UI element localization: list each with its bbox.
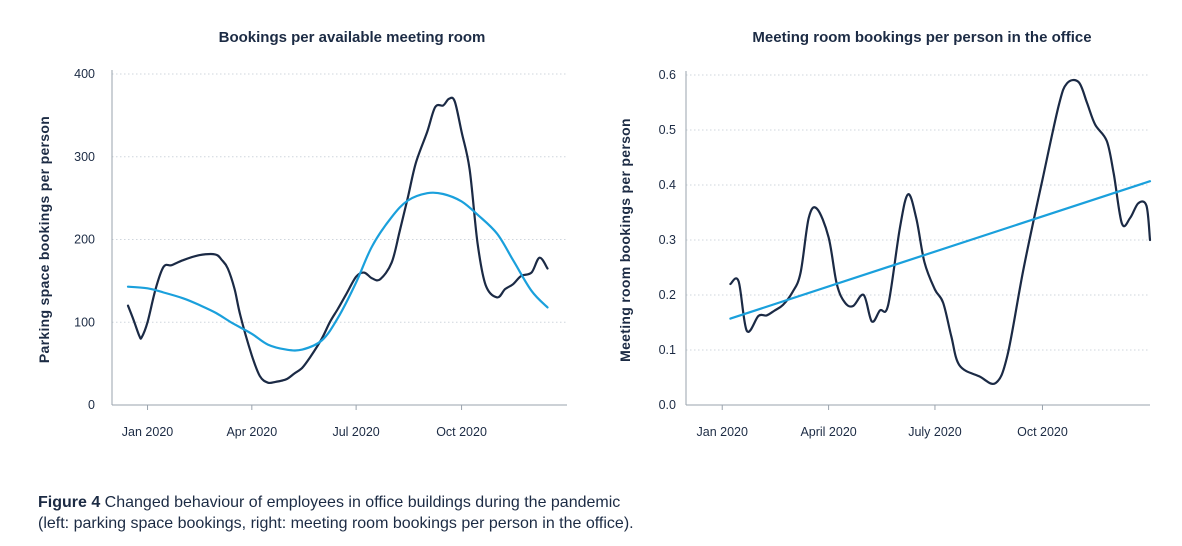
x-tick-label: July 2020 xyxy=(908,425,962,439)
x-tick-label: Oct 2020 xyxy=(436,425,487,439)
x-tick-label: Apr 2020 xyxy=(226,425,277,439)
y-axis-label: Parking space bookings per person xyxy=(36,116,52,363)
x-tick-label: Oct 2020 xyxy=(1017,425,1068,439)
y-tick-label: 0.6 xyxy=(659,68,676,82)
y-tick-label: 0.5 xyxy=(659,123,676,137)
y-tick-label: 0.2 xyxy=(659,288,676,302)
y-tick-label: 0.3 xyxy=(659,233,676,247)
caption-line-2: (left: parking space bookings, right: me… xyxy=(38,515,634,532)
x-tick-label: Jan 2020 xyxy=(697,425,748,439)
series-line-dark xyxy=(126,96,549,385)
x-tick-label: Jul 2020 xyxy=(332,425,379,439)
y-tick-label: 0 xyxy=(88,398,95,412)
y-tick-label: 200 xyxy=(74,233,95,247)
y-tick-label: 0.1 xyxy=(659,343,676,357)
chart-left: Bookings per available meeting room Parki… xyxy=(36,29,567,439)
y-tick-label: 300 xyxy=(74,150,95,164)
series-line-light xyxy=(729,180,1152,320)
y-tick-label: 0.4 xyxy=(659,178,676,192)
series-line-light xyxy=(126,191,549,352)
figure-caption: Figure 4 Changed behaviour of employees … xyxy=(38,492,1138,534)
caption-line-1: Changed behaviour of employees in office… xyxy=(100,494,621,511)
series-line-dark xyxy=(729,78,1152,385)
chart-right: Meeting room bookings per person in the … xyxy=(617,29,1152,439)
y-axis-label: Meeting room bookings per person xyxy=(617,118,633,362)
x-tick-label: April 2020 xyxy=(800,425,856,439)
chart-title: Bookings per available meeting room xyxy=(219,29,486,46)
y-tick-label: 400 xyxy=(74,67,95,81)
x-tick-label: Jan 2020 xyxy=(122,425,173,439)
y-tick-label: 0.0 xyxy=(659,398,676,412)
caption-label: Figure 4 xyxy=(38,494,101,511)
y-tick-label: 100 xyxy=(74,315,95,329)
chart-title: Meeting room bookings per person in the … xyxy=(752,29,1091,46)
